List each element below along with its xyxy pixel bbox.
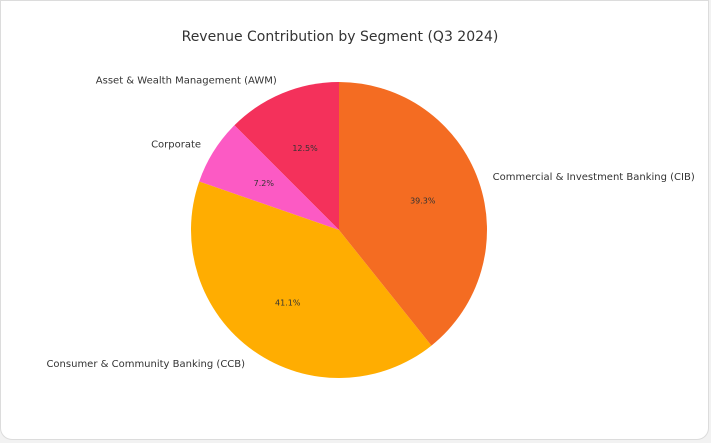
pct-label-corporate: 7.2% bbox=[254, 179, 275, 188]
slice-label-corporate: Corporate bbox=[151, 139, 201, 150]
chart-title: Revenue Contribution by Segment (Q3 2024… bbox=[182, 29, 499, 45]
pct-label-commercial-investment-banking-cib: 39.3% bbox=[410, 197, 436, 206]
slice-label-consumer-community-banking-ccb: Consumer & Community Banking (CCB) bbox=[46, 359, 245, 370]
pie-slice-consumer-community-banking-ccb bbox=[191, 181, 432, 378]
pct-label-consumer-community-banking-ccb: 41.1% bbox=[275, 299, 301, 308]
pie-labels: 12.5% Asset & Wealth Management (AWM) 7.2%… bbox=[46, 76, 694, 370]
slice-label-commercial-investment-banking-cib: Commercial & Investment Banking (CIB) bbox=[493, 172, 695, 183]
pie-slices bbox=[191, 82, 487, 378]
pie-slice-commercial-investment-banking-cib bbox=[339, 82, 487, 346]
pie-slice-asset-wealth-management-awm bbox=[234, 82, 339, 230]
pie-slice-corporate bbox=[199, 125, 339, 230]
slice-label-asset-wealth-management-awm: Asset & Wealth Management (AWM) bbox=[96, 76, 277, 87]
pct-label-asset-wealth-management-awm: 12.5% bbox=[292, 144, 318, 153]
